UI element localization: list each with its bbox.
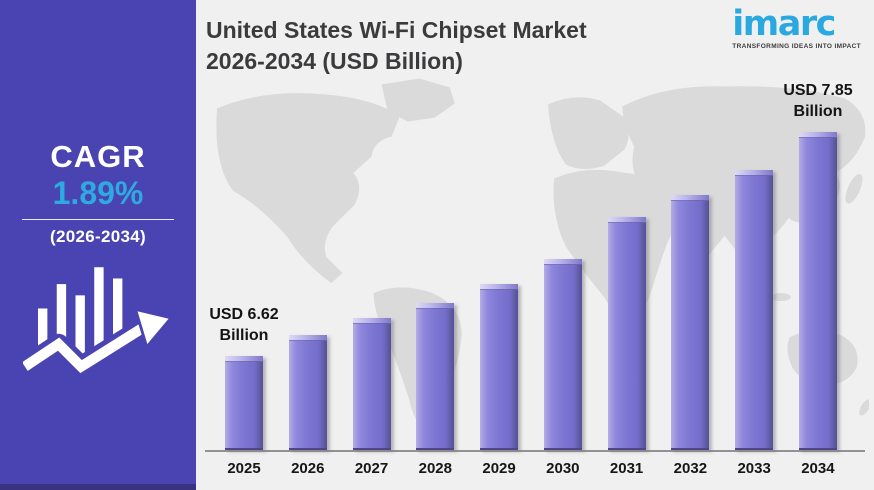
page-title-line1: United States Wi-Fi Chipset Market bbox=[206, 17, 587, 43]
bar-chart-growth-arrow-icon bbox=[0, 259, 196, 392]
bar-column-2032 bbox=[671, 195, 710, 450]
year-label-2032: 2032 bbox=[673, 460, 708, 477]
bar-column-2033 bbox=[735, 170, 774, 450]
year-label-2030: 2030 bbox=[546, 460, 580, 477]
value-label-last: USD 7.85 Billion bbox=[783, 81, 852, 123]
year-label-2029: 2029 bbox=[482, 460, 516, 477]
bar-2028 bbox=[416, 303, 455, 450]
imarc-logo-tagline: TRANSFORMING IDEAS INTO IMPACT bbox=[732, 43, 861, 51]
bar-2030 bbox=[543, 259, 582, 450]
value-label-last-line1: USD 7.85 bbox=[783, 82, 853, 100]
year-label-2033: 2033 bbox=[737, 460, 771, 477]
year-label-2026: 2026 bbox=[291, 460, 325, 477]
page-title-line2: 2026-2034 (USD Billion) bbox=[206, 47, 463, 74]
cagr-value: 1.89% bbox=[52, 174, 144, 211]
bar-2032 bbox=[671, 195, 710, 450]
bar-column-2027 bbox=[352, 318, 391, 450]
bar-column-2029 bbox=[480, 284, 519, 450]
bar-column-2028 bbox=[416, 303, 455, 450]
cagr-block: CAGR 1.89% (2026-2034) bbox=[0, 139, 196, 392]
year-label-2028: 2028 bbox=[418, 460, 452, 477]
value-label-first-line2: Billion bbox=[219, 327, 269, 345]
page-title: United States Wi-Fi Chipset Market 2026-… bbox=[206, 15, 587, 77]
bar-2025 bbox=[225, 356, 263, 450]
bar-column-2034 bbox=[798, 132, 837, 450]
bars-row bbox=[205, 132, 865, 452]
imarc-logo: imarc TRANSFORMING IDEAS INTO IMPACT bbox=[732, 4, 861, 51]
year-label-2027: 2027 bbox=[354, 460, 389, 477]
value-label-first: USD 6.62 Billion bbox=[209, 305, 278, 347]
year-label-2031: 2031 bbox=[609, 460, 644, 477]
divider-line bbox=[22, 219, 174, 221]
year-label-2034: 2034 bbox=[801, 460, 835, 477]
bar-column-2030 bbox=[543, 259, 582, 450]
bar-2026 bbox=[288, 335, 327, 450]
sidebar-bottom-strip bbox=[0, 484, 196, 490]
cagr-sidebar: CAGR 1.89% (2026-2034) bbox=[0, 0, 196, 490]
year-labels-row: 2025 2026 2027 2028 2029 2030 2031 2032 2033 2034 bbox=[205, 460, 865, 477]
bar-2034 bbox=[798, 132, 837, 450]
bar-2033 bbox=[735, 170, 774, 450]
value-label-first-line1: USD 6.62 bbox=[209, 306, 279, 324]
bar-2027 bbox=[352, 318, 391, 450]
bar-2031 bbox=[607, 217, 646, 450]
value-label-last-line2: Billion bbox=[793, 103, 843, 121]
year-label-2025: 2025 bbox=[227, 460, 261, 477]
bar-column-2025 bbox=[225, 356, 263, 450]
cagr-period: (2026-2034) bbox=[50, 227, 146, 247]
bar-column-2026 bbox=[288, 335, 327, 450]
imarc-logo-wordmark: imarc bbox=[732, 4, 836, 44]
cagr-label: CAGR bbox=[50, 139, 146, 174]
bar-2029 bbox=[480, 284, 519, 450]
bar-column-2031 bbox=[607, 217, 646, 450]
bar-chart: 2025 2026 2027 2028 2029 2030 2031 2032 2033 2034… bbox=[205, 38, 865, 490]
